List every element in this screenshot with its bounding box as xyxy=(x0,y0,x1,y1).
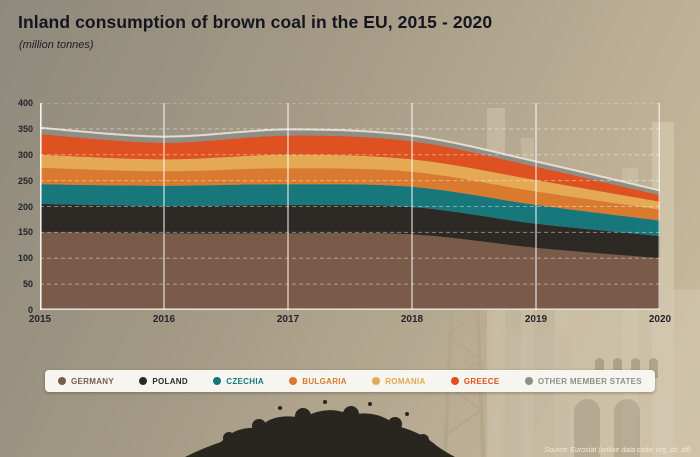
x-tick-2020: 2020 xyxy=(648,314,672,325)
chart-subtitle: (million tonnes) xyxy=(19,39,94,51)
arch-door-silhouette xyxy=(614,399,640,457)
window-silhouette xyxy=(631,358,640,378)
x-tick-2019: 2019 xyxy=(524,314,548,325)
legend-dot xyxy=(372,377,381,385)
legend-label: OTHER MEMBER STATES xyxy=(537,376,642,386)
area-germany xyxy=(40,232,660,310)
legend-item-bulgaria: BULGARIA xyxy=(289,377,347,386)
legend-label: GERMANY xyxy=(71,376,114,386)
area-czechia xyxy=(40,184,660,236)
chart-legend: GERMANY POLAND CZECHIA BULGARIA ROMANIA GREEC… xyxy=(45,370,655,392)
legend-dot xyxy=(139,377,148,385)
legend-dot xyxy=(450,377,459,385)
window-silhouette xyxy=(649,358,658,378)
legend-dot xyxy=(213,377,222,385)
y-tick-200: 200 xyxy=(17,201,33,212)
y-tick-150: 150 xyxy=(17,227,33,238)
x-axis-labels: 2015 2016 2017 2018 2019 2020 xyxy=(29,314,671,328)
area-romania xyxy=(40,154,660,210)
legend-item-romania: ROMANIA xyxy=(372,377,425,386)
y-tick-300: 300 xyxy=(17,149,33,160)
arch-door-silhouette xyxy=(574,399,600,457)
x-tick-2017: 2017 xyxy=(276,314,300,325)
source-credit: Source: Eurostat (online data code: nrg_… xyxy=(544,447,691,454)
legend-dot xyxy=(289,377,298,385)
legend-item-germany: GERMANY xyxy=(58,377,114,386)
area-other-member-states xyxy=(40,127,660,196)
legend-item-greece: GREECE xyxy=(450,376,500,386)
coal-pile-silhouette xyxy=(185,400,455,457)
y-tick-0: 0 xyxy=(27,305,33,315)
area-bulgaria xyxy=(40,167,660,221)
x-tick-2015: 2015 xyxy=(28,314,52,325)
chart-title: Inland consumption of brown coal in the … xyxy=(18,12,493,32)
legend-label: GREECE xyxy=(463,376,500,386)
y-tick-400: 400 xyxy=(17,98,33,108)
y-tick-250: 250 xyxy=(17,175,33,186)
legend-item-czechia: CZECHIA xyxy=(213,377,264,386)
y-axis-labels: 0 50 100 150 200 250 300 350 400 xyxy=(0,98,33,315)
legend-item-other-member-states: OTHER MEMBER STATES xyxy=(524,376,642,386)
legend-label: CZECHIA xyxy=(226,376,264,386)
y-tick-100: 100 xyxy=(17,253,33,264)
window-silhouette xyxy=(613,358,622,378)
legend-label: ROMANIA xyxy=(385,376,426,386)
window-silhouette xyxy=(595,358,604,378)
stacked-area-chart xyxy=(40,103,660,310)
legend-dot xyxy=(58,377,66,385)
factory-building xyxy=(500,330,570,457)
x-tick-2016: 2016 xyxy=(152,314,176,325)
legend-dot xyxy=(524,377,533,385)
x-tick-2018: 2018 xyxy=(400,314,424,325)
legend-item-poland: POLAND xyxy=(139,377,188,386)
y-tick-50: 50 xyxy=(22,279,33,290)
area-poland xyxy=(40,203,660,259)
y-tick-350: 350 xyxy=(17,123,33,134)
legend-label: BULGARIA xyxy=(302,376,347,386)
legend-label: POLAND xyxy=(152,376,188,386)
area-greece xyxy=(40,134,660,202)
